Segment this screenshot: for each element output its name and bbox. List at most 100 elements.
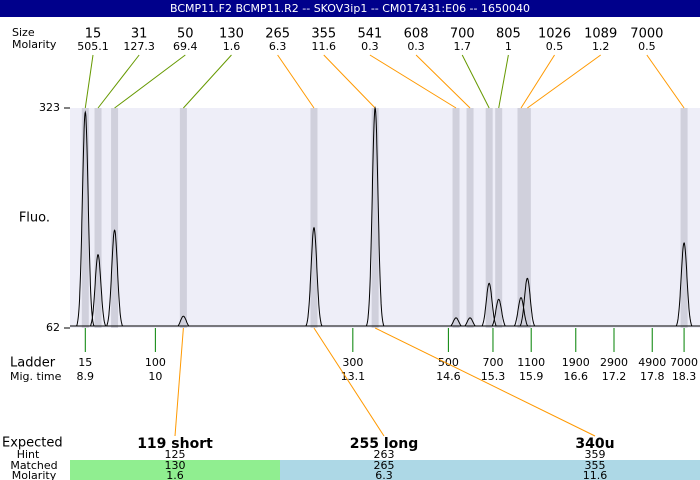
expected-matched: 355 xyxy=(585,459,606,472)
peak-size: 1026 xyxy=(538,27,571,42)
peak-size: 7000 xyxy=(630,27,663,42)
ladder-time: 16.6 xyxy=(564,370,589,383)
peak-size: 130 xyxy=(219,27,244,42)
peak-trace xyxy=(363,106,387,327)
ladder-time: 10 xyxy=(148,370,162,383)
y-tick-label: 323 xyxy=(39,101,60,114)
peak-molarity: 1.7 xyxy=(453,40,471,53)
expected-hint: 359 xyxy=(585,448,606,461)
ladder-time: 8.9 xyxy=(77,370,95,383)
leader-line xyxy=(461,54,490,109)
peak-molarity: 505.1 xyxy=(77,40,109,53)
leader-line xyxy=(498,54,509,109)
chart-title: BCMP11.F2 BCMP11.R2 -- SKOV3ip1 -- CM017… xyxy=(170,2,530,15)
ladder-time: 15.9 xyxy=(519,370,544,383)
expected-hint: 263 xyxy=(374,448,395,461)
peak-band xyxy=(111,108,119,328)
peak-size: 541 xyxy=(358,27,383,42)
leader-line xyxy=(323,54,376,109)
peak-size: 31 xyxy=(131,27,148,42)
expected-link xyxy=(374,327,596,437)
peak-band xyxy=(485,108,493,328)
peak-molarity: 1 xyxy=(505,40,512,53)
peak-band xyxy=(517,108,525,328)
expected-molarity: 1.6 xyxy=(166,469,184,480)
peak-molarity: 6.3 xyxy=(269,40,287,53)
peak-trace xyxy=(487,298,511,327)
ladder-size: 700 xyxy=(482,356,503,369)
peak-trace xyxy=(171,315,195,327)
expected-matched: 265 xyxy=(374,459,395,472)
expected-molarity: 6.3 xyxy=(375,469,393,480)
peak-size: 355 xyxy=(311,27,336,42)
peak-trace xyxy=(73,110,97,327)
leader-line xyxy=(415,54,471,109)
leader-line xyxy=(183,54,232,109)
peak-trace xyxy=(509,297,533,327)
leader-line xyxy=(114,54,186,109)
ladder-size: 300 xyxy=(342,356,363,369)
ladder-time: 17.8 xyxy=(640,370,665,383)
expected-band-long xyxy=(280,460,700,480)
peak-molarity: 0.3 xyxy=(407,40,425,53)
mig-time-label: Mig. time xyxy=(10,370,62,383)
size-label: Size xyxy=(12,26,35,39)
peak-molarity: 127.3 xyxy=(123,40,155,53)
leader-line xyxy=(369,54,457,109)
ladder-size: 4900 xyxy=(638,356,666,369)
expected-link xyxy=(313,327,385,437)
peak-size: 265 xyxy=(265,27,290,42)
peak-band xyxy=(495,108,503,328)
peak-molarity: 11.6 xyxy=(312,40,337,53)
peak-molarity: 0.5 xyxy=(638,40,656,53)
leader-line xyxy=(84,54,94,109)
peak-molarity: 1.2 xyxy=(592,40,610,53)
expected-molarity-label: Molarity xyxy=(12,469,57,480)
expected-name: 340u xyxy=(575,436,614,452)
peak-molarity: 69.4 xyxy=(173,40,198,53)
y-label: Fluo. xyxy=(19,211,50,226)
ladder-size: 1900 xyxy=(562,356,590,369)
expected-molarity: 11.6 xyxy=(583,469,608,480)
peak-band xyxy=(680,108,688,328)
molarity-label: Molarity xyxy=(12,38,57,51)
ladder-size: 2900 xyxy=(600,356,628,369)
y-tick-label: 62 xyxy=(46,321,60,334)
leader-line xyxy=(97,54,140,109)
ladder-size: 100 xyxy=(145,356,166,369)
peak-band xyxy=(179,108,187,328)
matched-label: Matched xyxy=(10,459,57,472)
expected-matched: 130 xyxy=(165,459,186,472)
peak-molarity: 0.5 xyxy=(546,40,564,53)
peak-band xyxy=(94,108,102,328)
peak-trace xyxy=(103,229,127,327)
peak-trace xyxy=(477,282,501,327)
leader-line xyxy=(527,54,601,109)
expected-hint: 125 xyxy=(165,448,186,461)
ladder-time: 17.2 xyxy=(602,370,627,383)
expected-link xyxy=(174,327,184,437)
peak-band xyxy=(452,108,460,328)
peak-band xyxy=(466,108,474,328)
hint-label: Hint xyxy=(17,448,40,461)
expected-name: 119 short xyxy=(137,436,213,452)
ladder-size: 1100 xyxy=(517,356,545,369)
plot-area xyxy=(70,108,700,328)
peak-size: 805 xyxy=(496,27,521,42)
peak-band xyxy=(310,108,318,328)
ladder-size: 15 xyxy=(78,356,92,369)
title-bar xyxy=(0,0,700,17)
ladder-time: 15.3 xyxy=(481,370,506,383)
ladder-size: 7000 xyxy=(670,356,698,369)
ladder-size: 500 xyxy=(438,356,459,369)
expected-name: 255 long xyxy=(350,436,419,452)
leader-line xyxy=(520,54,555,109)
ladder-time: 13.1 xyxy=(341,370,366,383)
peak-trace xyxy=(515,277,539,327)
peak-size: 15 xyxy=(85,27,102,42)
peak-band xyxy=(523,108,531,328)
peak-size: 700 xyxy=(450,27,475,42)
leader-line xyxy=(277,54,315,109)
peak-size: 608 xyxy=(404,27,429,42)
